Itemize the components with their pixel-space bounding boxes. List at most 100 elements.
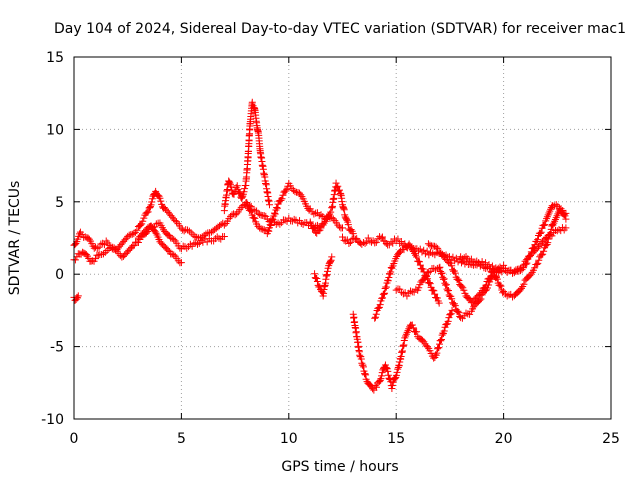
series-arc-m [424,205,570,307]
data-point [250,214,258,222]
data-point [243,198,251,206]
data-point [164,246,172,254]
data-point [170,235,178,243]
series-arc-g [306,179,357,238]
data-point [492,273,500,281]
data-point [390,375,398,383]
data-point [497,282,505,290]
data-point [347,238,355,246]
data-point [356,351,364,359]
data-points [70,98,570,394]
data-point [442,281,450,289]
data-point [493,275,501,283]
data-point [435,344,443,352]
data-point [95,243,103,251]
data-point [192,239,200,247]
data-point [510,269,518,277]
data-point [432,266,440,274]
data-point [151,223,159,231]
data-point [188,242,196,250]
data-point [372,310,380,318]
data-point [545,232,553,240]
data-point [455,277,463,285]
data-point [94,251,102,259]
data-point [416,245,424,253]
data-point [500,261,508,269]
data-point [361,239,369,247]
data-point [387,263,395,271]
data-point [299,220,307,228]
y-tick-label: -10 [41,412,64,428]
data-point [458,282,466,290]
data-point [426,280,434,288]
data-point [419,265,427,273]
data-point [471,258,479,266]
data-point [130,230,138,238]
data-point [133,226,141,234]
data-point [310,210,318,218]
data-point [381,285,389,293]
data-point [228,186,236,194]
data-point [387,268,395,276]
data-point [327,257,335,265]
data-point [524,255,532,263]
data-point [547,229,555,237]
data-point [99,250,107,258]
plot-frame [73,56,612,420]
data-point [440,327,448,335]
data-point [445,291,453,299]
data-point [534,259,542,267]
data-point [246,206,254,214]
data-point [256,211,264,219]
data-point [271,210,279,218]
data-point [247,207,255,215]
data-point [265,201,273,209]
data-point [323,267,331,275]
data-point [313,278,321,286]
data-point [536,230,544,238]
data-point [347,226,355,234]
data-point [400,246,408,254]
data-point [530,244,538,252]
data-point [412,285,420,293]
data-point [100,241,108,249]
data-point [359,361,367,369]
data-point [220,233,228,241]
data-point [445,314,453,322]
data-point [496,281,504,289]
data-point [544,235,552,243]
x-tick-label: 10 [280,431,298,447]
data-point [276,220,284,228]
data-point [448,262,456,270]
data-point [533,238,541,246]
data-point [343,216,351,224]
data-point [327,256,335,264]
axis-ticks: 0 5 10 15 20 25 -10 -5 0 5 10 15 [41,50,620,447]
data-point [475,259,483,267]
data-point [305,206,313,214]
series-arc-k [371,240,443,322]
data-point [380,290,388,298]
data-point [297,219,305,227]
data-point [399,290,407,298]
data-point [248,98,256,106]
data-point [507,266,515,274]
data-point [372,383,380,391]
data-point [215,234,223,242]
x-axis-label: GPS time / hours [281,459,398,475]
data-point [316,226,324,234]
data-point [140,214,148,222]
data-point [433,294,441,302]
data-point [561,212,569,220]
data-point [267,221,275,229]
data-point [518,266,526,274]
data-point [437,270,445,278]
chart-title: Day 104 of 2024, Sidereal Day-to-day VTE… [54,21,626,37]
data-point [314,281,322,289]
data-point [385,273,393,281]
data-point [291,188,299,196]
data-point [327,208,335,216]
data-point [540,247,548,255]
data-point [466,257,474,265]
data-point [382,364,390,372]
